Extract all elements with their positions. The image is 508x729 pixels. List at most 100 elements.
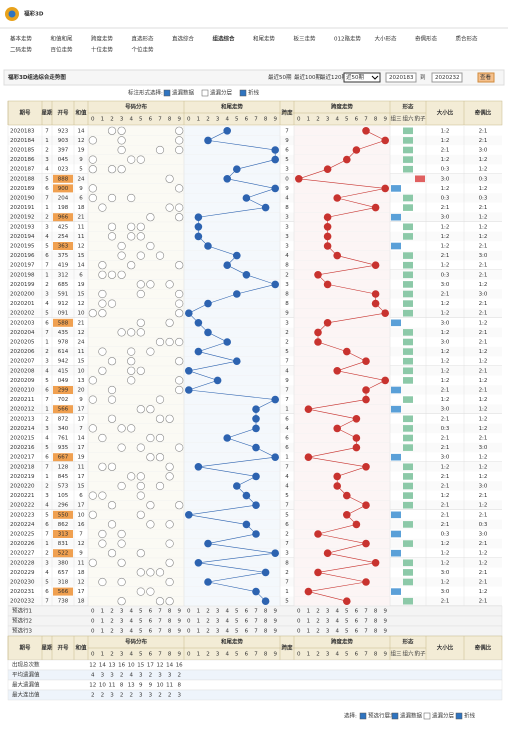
preselect-digit[interactable]: 3 [120,629,124,635]
preselect-digit[interactable]: 9 [273,629,277,635]
preselect-digit[interactable]: 6 [149,609,153,615]
nav-link[interactable]: 板三走势 [294,35,317,43]
nav-link[interactable]: 基本走势 [10,35,33,43]
preselect-digit[interactable]: 2 [316,619,320,625]
nav-link[interactable]: 组选综合 [213,35,236,43]
preselect-digit[interactable]: 0 [91,629,95,635]
from-input-text[interactable]: 2020183 [389,75,414,81]
view-button-text[interactable]: 查看 [480,73,492,81]
preselect-digit[interactable]: 0 [187,619,191,625]
preselect-digit[interactable]: 7 [158,609,162,615]
preselect-digit[interactable]: 6 [355,619,359,625]
preselect-digit[interactable]: 9 [273,609,277,615]
preselect-digit[interactable]: 1 [101,629,105,635]
nav-link[interactable]: 质合形态 [456,35,479,43]
preselect-digit[interactable]: 5 [139,629,143,635]
preselect-digit[interactable]: 1 [101,619,105,625]
preselect-digit[interactable]: 9 [177,619,181,625]
period-link[interactable]: 最近120期 [320,73,347,81]
nav-link[interactable]: 和值和尾 [51,35,74,43]
preselect-digit[interactable]: 1 [101,609,105,615]
preselect-digit[interactable]: 0 [187,609,191,615]
preselect-digit[interactable]: 5 [345,609,349,615]
preselect-digit[interactable]: 7 [254,609,258,615]
preselect-digit[interactable]: 0 [297,619,301,625]
preselect-digit[interactable]: 3 [216,619,220,625]
checkbox-label[interactable]: 折线 [248,89,260,97]
checkbox[interactable] [359,712,367,720]
preselect-digit[interactable]: 3 [120,609,124,615]
checkbox[interactable] [201,89,209,97]
preselect-digit[interactable]: 6 [245,629,249,635]
preselect-digit[interactable]: 8 [264,609,268,615]
preselect-digit[interactable]: 9 [383,609,387,615]
checkbox-label[interactable]: 遗漏分层 [210,89,233,97]
preselect-digit[interactable]: 8 [168,609,172,615]
checkbox[interactable] [391,712,399,720]
preselect-digit[interactable]: 5 [235,619,239,625]
preselect-digit[interactable]: 8 [374,619,378,625]
nav-link[interactable]: 直选形态 [132,35,155,43]
checkbox[interactable] [163,89,171,97]
preselect-digit[interactable]: 2 [316,609,320,615]
checkbox[interactable] [455,712,463,720]
preselect-digit[interactable]: 1 [307,609,311,615]
nav-link[interactable]: 和尾走势 [253,35,276,43]
preselect-digit[interactable]: 5 [345,629,349,635]
preselect-digit[interactable]: 1 [307,619,311,625]
preselect-digit[interactable]: 8 [264,619,268,625]
nav-link[interactable]: 跨度走势 [91,35,114,43]
nav-link[interactable]: 个位走势 [132,46,155,54]
preselect-digit[interactable]: 9 [383,619,387,625]
nav-link[interactable]: 大小形态 [375,35,398,43]
preselect-digit[interactable]: 4 [225,619,229,625]
preselect-digit[interactable]: 8 [264,629,268,635]
preselect-digit[interactable]: 8 [168,619,172,625]
checkbox[interactable] [239,89,247,97]
checkbox-label[interactable]: 遗漏分层 [432,712,455,720]
preselect-digit[interactable]: 8 [374,609,378,615]
preselect-digit[interactable]: 7 [158,619,162,625]
preselect-digit[interactable]: 9 [177,609,181,615]
preselect-digit[interactable]: 0 [297,609,301,615]
preselect-digit[interactable]: 7 [254,629,258,635]
preselect-digit[interactable]: 4 [335,609,339,615]
preselect-digit[interactable]: 4 [225,629,229,635]
preselect-digit[interactable]: 4 [129,629,133,635]
preselect-digit[interactable]: 5 [235,609,239,615]
checkbox-label[interactable]: 遗漏数据 [400,712,423,720]
preselect-digit[interactable]: 6 [245,609,249,615]
period-select-text[interactable]: 近50期 [346,73,364,81]
preselect-digit[interactable]: 1 [307,629,311,635]
preselect-digit[interactable]: 2 [206,619,210,625]
preselect-digit[interactable]: 4 [225,609,229,615]
preselect-digit[interactable]: 6 [355,629,359,635]
preselect-digit[interactable]: 7 [254,619,258,625]
preselect-digit[interactable]: 7 [364,629,368,635]
period-link[interactable]: 最近50期 [268,73,292,81]
preselect-digit[interactable]: 3 [216,609,220,615]
preselect-digit[interactable]: 4 [129,609,133,615]
preselect-digit[interactable]: 0 [187,629,191,635]
preselect-digit[interactable]: 8 [168,629,172,635]
preselect-digit[interactable]: 4 [129,619,133,625]
preselect-digit[interactable]: 2 [110,609,114,615]
nav-link[interactable]: 二码走势 [10,46,33,54]
preselect-digit[interactable]: 4 [335,629,339,635]
preselect-digit[interactable]: 2 [316,629,320,635]
preselect-digit[interactable]: 4 [335,619,339,625]
nav-link[interactable]: 百位走势 [51,46,74,54]
preselect-digit[interactable]: 7 [364,609,368,615]
nav-link[interactable]: 直选综合 [172,35,195,43]
nav-link[interactable]: 012路走势 [334,35,361,43]
to-input-text[interactable]: 2020232 [435,75,460,81]
checkbox-label[interactable]: 折线 [464,712,476,720]
preselect-digit[interactable]: 2 [206,609,210,615]
preselect-digit[interactable]: 9 [273,619,277,625]
preselect-digit[interactable]: 9 [383,629,387,635]
preselect-digit[interactable]: 6 [149,619,153,625]
preselect-digit[interactable]: 2 [110,619,114,625]
checkbox-label[interactable]: 遗漏数据 [172,89,195,97]
preselect-digit[interactable]: 3 [326,609,330,615]
preselect-digit[interactable]: 5 [345,619,349,625]
